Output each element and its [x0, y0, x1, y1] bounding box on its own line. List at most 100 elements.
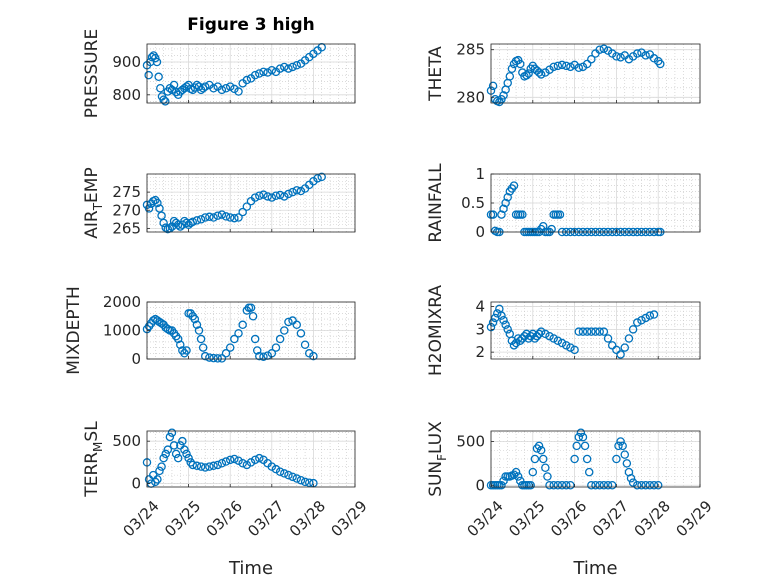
- data-point: [275, 467, 285, 476]
- data-point: [599, 44, 609, 54]
- data-point: [250, 334, 260, 344]
- data-point: [250, 455, 260, 465]
- data-point: [503, 192, 512, 202]
- y-axis-label: PRESSURE: [82, 29, 102, 118]
- data-point: [528, 329, 538, 339]
- data-point: [549, 334, 558, 343]
- data-point: [633, 49, 642, 58]
- data-point: [587, 480, 596, 490]
- data-point: [275, 64, 285, 73]
- data-point: [578, 327, 588, 336]
- data-point: [209, 353, 218, 363]
- data-point: [616, 437, 625, 446]
- data-point: [205, 353, 214, 362]
- data-point: [587, 327, 596, 336]
- data-point: [173, 334, 183, 344]
- data-point: [513, 472, 523, 481]
- data-point: [616, 53, 625, 62]
- data-point: [536, 70, 546, 79]
- data-point: [292, 320, 302, 330]
- data-point: [242, 202, 252, 211]
- data-point: [497, 480, 506, 490]
- data-point: [547, 224, 556, 234]
- data-point: [288, 187, 297, 197]
- data-point: [649, 480, 659, 490]
- data-point: [557, 338, 567, 348]
- data-point: [637, 315, 646, 325]
- data-point: [612, 52, 621, 61]
- x-tick-label: 03/27: [589, 497, 632, 540]
- data-point: [192, 320, 202, 330]
- data-point: [157, 462, 166, 471]
- data-point: [620, 343, 630, 352]
- series-sun_flux: [486, 428, 663, 490]
- data-point: [184, 453, 193, 463]
- data-point: [271, 464, 281, 474]
- data-point: [234, 87, 243, 96]
- data-point: [200, 213, 210, 222]
- data-point: [528, 467, 538, 477]
- panel-rainfall: 0 0.5 1 RAINFALL: [426, 163, 701, 243]
- data-point: [612, 454, 621, 464]
- data-point: [488, 210, 498, 219]
- x-tick-label: 03/24: [463, 497, 506, 540]
- data-point: [578, 432, 588, 442]
- data-point: [173, 220, 183, 229]
- data-point: [292, 186, 302, 195]
- data-point: [246, 303, 256, 312]
- data-point: [526, 331, 535, 341]
- y-tick-label: 2: [475, 343, 485, 361]
- data-point: [161, 223, 170, 232]
- data-point: [524, 69, 533, 78]
- data-point: [242, 75, 252, 85]
- y-axis-label: RAINFALL: [426, 163, 446, 243]
- data-point: [300, 340, 310, 349]
- data-point: [242, 460, 252, 470]
- data-point: [259, 67, 268, 77]
- x-tick-label: 03/24: [119, 497, 162, 540]
- y-tick-label: 900: [112, 53, 141, 71]
- data-point: [196, 215, 206, 224]
- data-point: [607, 480, 617, 490]
- x-tick-label: 03/27: [244, 497, 287, 540]
- data-point: [505, 72, 515, 81]
- x-tick-label: 03/29: [327, 497, 370, 540]
- data-point: [196, 334, 206, 344]
- data-point: [653, 480, 663, 490]
- data-point: [200, 82, 210, 91]
- data-point: [271, 191, 281, 200]
- data-point: [221, 349, 231, 358]
- data-point: [275, 334, 285, 344]
- data-point: [530, 334, 540, 343]
- data-point: [499, 91, 508, 100]
- data-point: [284, 470, 293, 480]
- data-point: [217, 210, 227, 219]
- data-point: [553, 336, 563, 346]
- data-point: [637, 480, 646, 490]
- data-point: [645, 311, 655, 320]
- data-point: [317, 172, 326, 182]
- data-point: [167, 428, 177, 437]
- data-point: [499, 204, 508, 214]
- data-point: [507, 64, 517, 73]
- data-point: [499, 476, 508, 486]
- data-point: [182, 346, 191, 355]
- data-point: [225, 343, 235, 352]
- data-point: [557, 480, 567, 490]
- data-point: [213, 354, 222, 363]
- data-point: [205, 212, 214, 222]
- data-point: [516, 476, 525, 486]
- data-point: [628, 325, 638, 334]
- data-point: [614, 441, 623, 451]
- data-point: [555, 210, 565, 219]
- y-tick-label: 4: [475, 298, 485, 316]
- data-point: [200, 463, 210, 472]
- data-point: [263, 192, 272, 201]
- data-point: [549, 480, 558, 490]
- data-point: [238, 207, 247, 217]
- data-point: [603, 480, 613, 490]
- y-axis-label: THETA: [426, 46, 446, 102]
- axes-box: [146, 430, 356, 488]
- series-h2omixra: [486, 304, 659, 359]
